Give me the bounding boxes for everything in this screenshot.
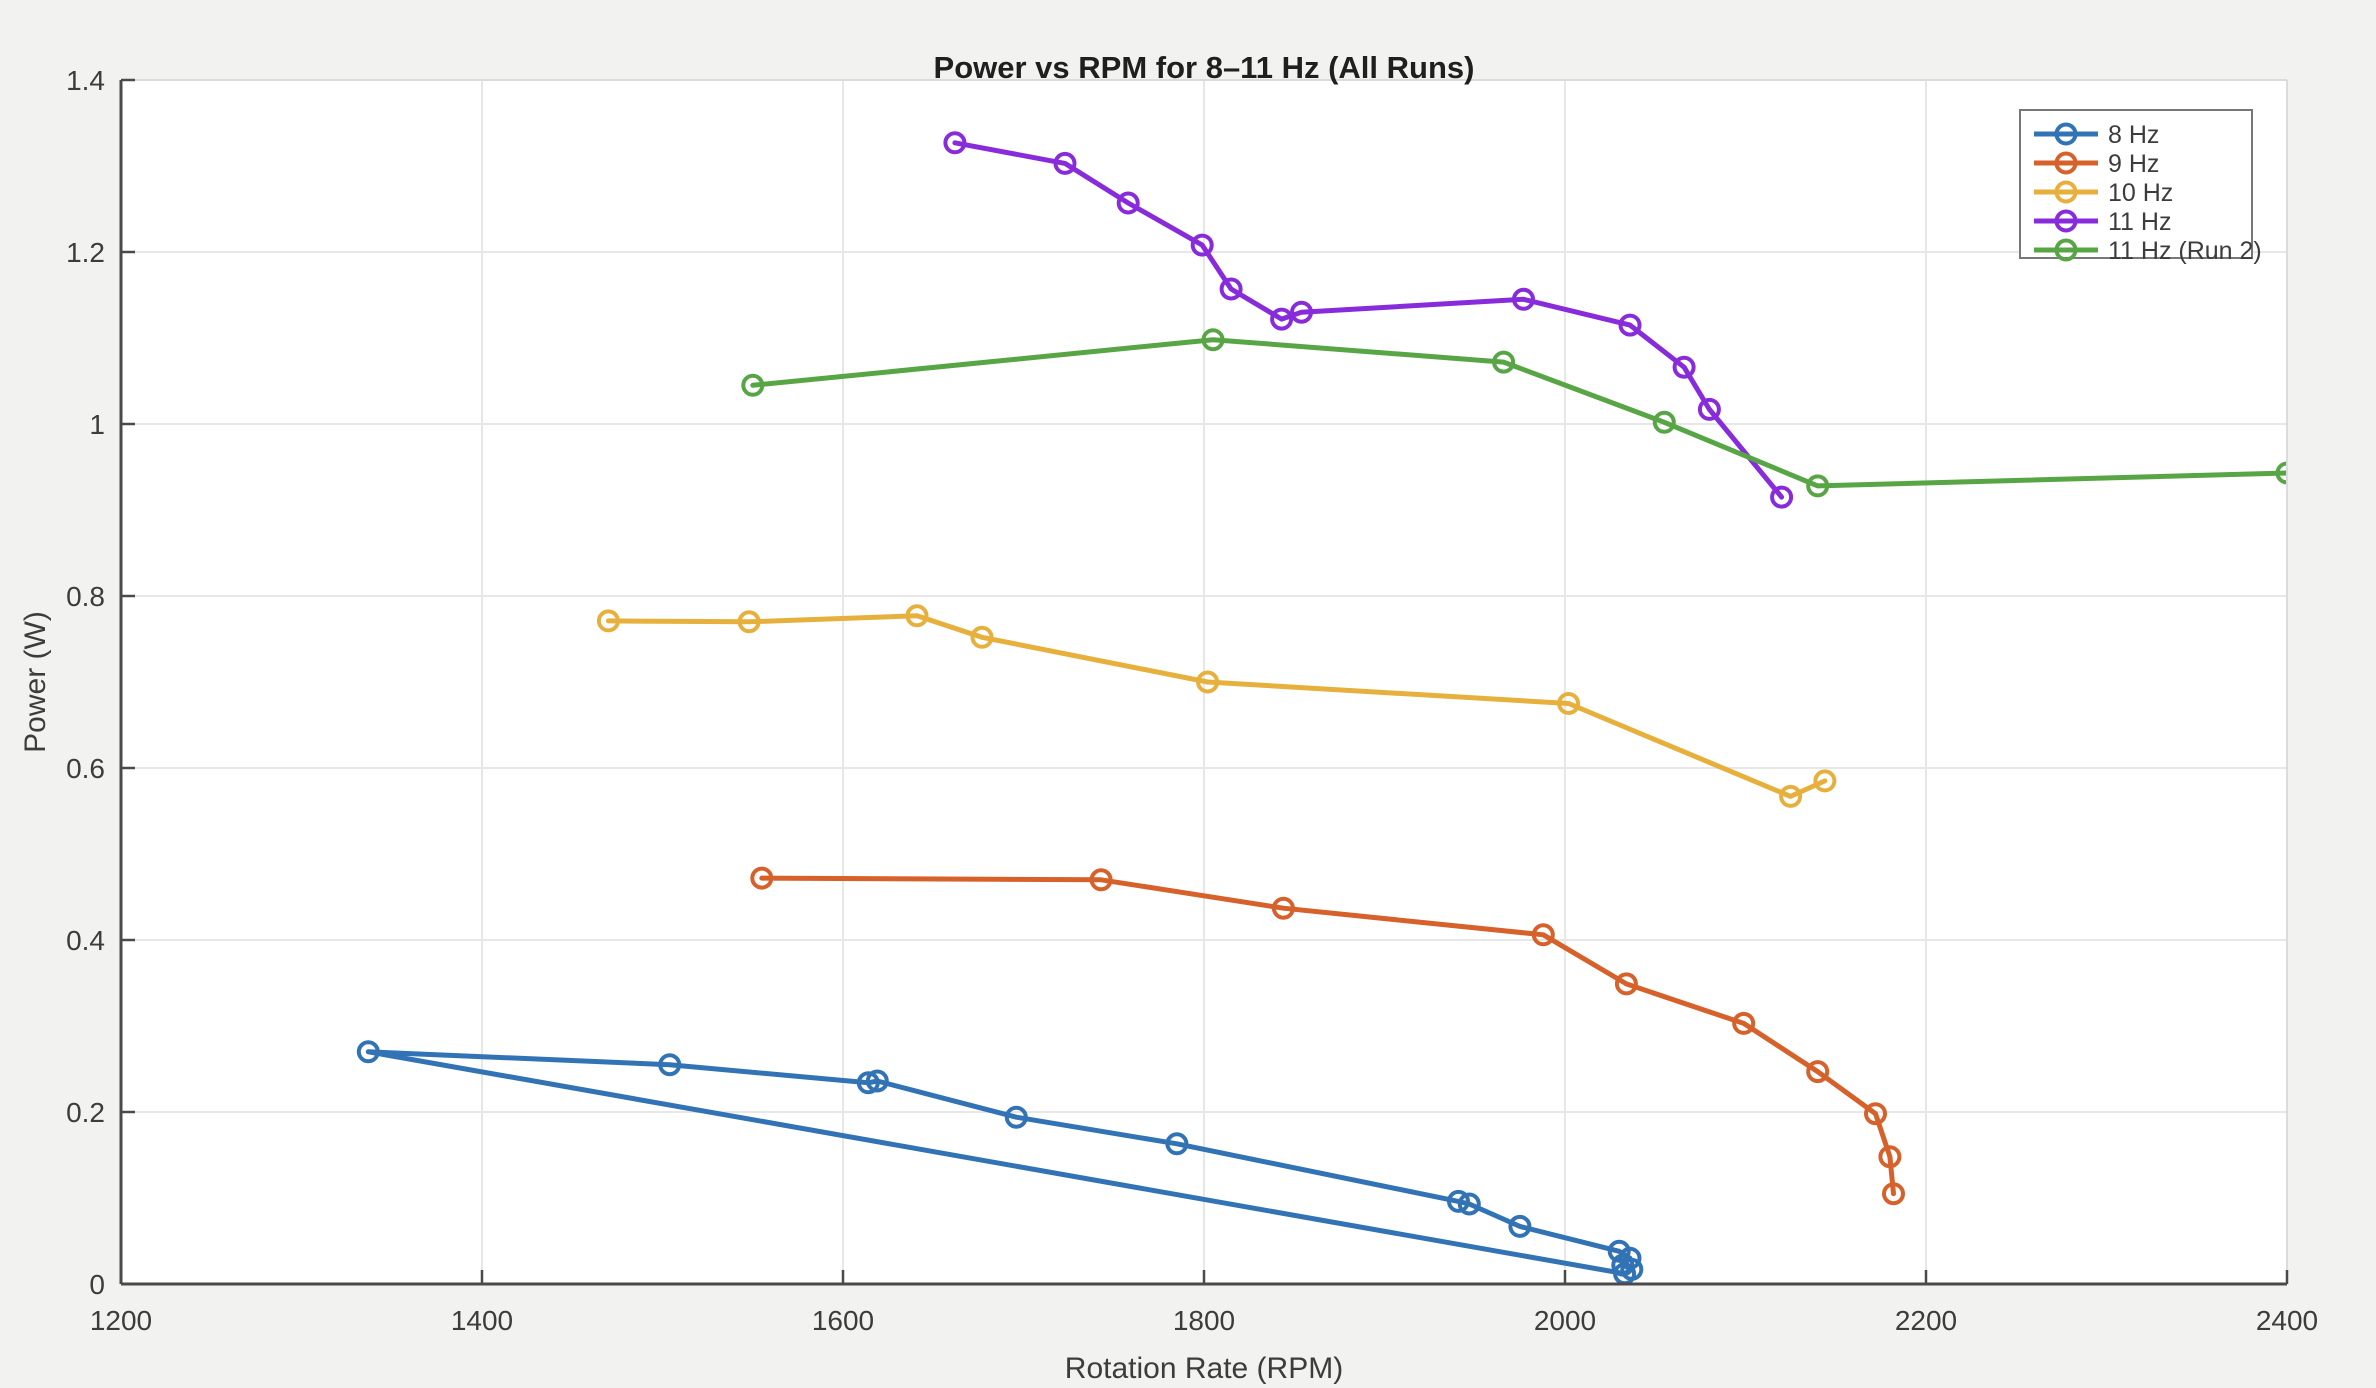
legend-entry-9-hz: 9 Hz bbox=[2034, 150, 2159, 178]
data-point-marker bbox=[1165, 1132, 1189, 1156]
data-point-marker bbox=[1512, 287, 1535, 311]
legend-marker-sample bbox=[2054, 238, 2078, 262]
legend-label: 11 Hz (Run 2) bbox=[2108, 237, 2262, 265]
data-series-layer bbox=[356, 131, 2288, 1285]
legend-marker-sample bbox=[2054, 122, 2078, 146]
data-point-marker bbox=[1270, 307, 1294, 331]
y-tick-label: 1.4 bbox=[66, 65, 105, 96]
legend-marker-sample bbox=[2054, 151, 2078, 175]
y-tick-label: 0 bbox=[89, 1269, 105, 1300]
data-point-marker bbox=[1447, 1189, 1470, 1213]
data-point-marker bbox=[1053, 151, 1077, 175]
series-8-hz bbox=[356, 1040, 1644, 1285]
data-point-marker bbox=[1779, 784, 1803, 808]
data-point-marker bbox=[1116, 191, 1140, 215]
legend-entry-11-hz: 11 Hz bbox=[2034, 208, 2171, 236]
data-point-marker bbox=[1290, 300, 1313, 324]
data-point-marker bbox=[1806, 1060, 1830, 1084]
data-point-marker bbox=[596, 609, 620, 633]
series-11-hz-run-2- bbox=[741, 328, 2288, 498]
data-point-marker bbox=[1813, 769, 1837, 793]
x-tick-label: 2200 bbox=[1895, 1305, 1957, 1336]
data-point-marker bbox=[658, 1053, 682, 1077]
legend-entry-8-hz: 8 Hz bbox=[2034, 121, 2159, 149]
legend-marker-sample bbox=[2054, 180, 2078, 204]
data-point-marker bbox=[1201, 328, 1225, 352]
legend-marker-sample bbox=[2054, 209, 2078, 233]
series-9-hz bbox=[750, 866, 1905, 1206]
legend-label: 10 Hz bbox=[2108, 179, 2173, 207]
data-point-marker bbox=[1806, 474, 1830, 498]
data-point-marker bbox=[970, 625, 994, 649]
axes-layer: 1200 1400 1600 1800 2000 2200 2400 0 0.2 0.4 0.6 0.… bbox=[66, 65, 2318, 1336]
series-11-hz bbox=[943, 131, 1794, 509]
y-tick-label: 1 bbox=[89, 409, 105, 440]
data-point-marker bbox=[1652, 410, 1676, 434]
x-tick-label: 2400 bbox=[2256, 1305, 2318, 1336]
data-point-marker bbox=[1672, 355, 1696, 379]
data-point-marker bbox=[737, 610, 761, 634]
data-point-marker bbox=[1697, 397, 1721, 421]
x-tick-label: 1200 bbox=[90, 1305, 152, 1336]
legend-label: 8 Hz bbox=[2108, 121, 2159, 149]
data-point-marker bbox=[856, 1071, 880, 1095]
legend-entry-11-hz-run-2-: 11 Hz (Run 2) bbox=[2034, 237, 2262, 265]
data-point-marker bbox=[1882, 1182, 1905, 1206]
chart-title: Power vs RPM for 8–11 Hz (All Runs) bbox=[934, 50, 1475, 85]
data-point-marker bbox=[1878, 1145, 1902, 1169]
data-point-marker bbox=[1618, 313, 1642, 337]
data-point-marker bbox=[1271, 896, 1295, 920]
x-tick-label: 1400 bbox=[451, 1305, 513, 1336]
data-point-marker bbox=[1190, 233, 1214, 257]
series-line bbox=[605, 613, 1828, 799]
x-tick-label: 1600 bbox=[812, 1305, 874, 1336]
data-point-marker bbox=[741, 373, 765, 397]
data-point-marker bbox=[1557, 692, 1581, 715]
data-point-marker bbox=[750, 866, 774, 890]
data-point-marker bbox=[905, 604, 929, 628]
y-axis-label: Power (W) bbox=[19, 611, 52, 753]
data-point-marker bbox=[1492, 350, 1516, 374]
series-line bbox=[750, 337, 2288, 489]
data-point-marker bbox=[1531, 923, 1555, 947]
data-point-marker bbox=[1004, 1105, 1028, 1129]
data-point-marker bbox=[1508, 1214, 1532, 1238]
x-tick-label: 2000 bbox=[1534, 1305, 1596, 1336]
data-point-marker bbox=[943, 131, 967, 155]
y-tick-label: 0.4 bbox=[66, 925, 105, 956]
series-line bbox=[759, 875, 1896, 1197]
series-10-hz bbox=[596, 604, 1837, 808]
data-point-marker bbox=[1614, 972, 1638, 996]
data-point-marker bbox=[1770, 485, 1794, 509]
legend-entry-10-hz: 10 Hz bbox=[2034, 179, 2173, 207]
data-point-marker bbox=[356, 1040, 380, 1064]
y-tick-label: 1.2 bbox=[66, 237, 105, 268]
data-point-marker bbox=[1457, 1192, 1481, 1216]
x-axis-label: Rotation Rate (RPM) bbox=[1065, 1352, 1343, 1385]
data-point-marker bbox=[1732, 1011, 1756, 1035]
legend-label: 9 Hz bbox=[2108, 150, 2159, 178]
y-tick-label: 0.8 bbox=[66, 581, 105, 612]
data-point-marker bbox=[1089, 868, 1113, 892]
x-tick-label: 1800 bbox=[1173, 1305, 1235, 1336]
y-tick-label: 0.6 bbox=[66, 753, 105, 784]
legend-label: 11 Hz bbox=[2108, 208, 2171, 236]
data-point-marker bbox=[1864, 1102, 1887, 1126]
y-tick-label: 0.2 bbox=[66, 1097, 105, 1128]
data-point-marker bbox=[1196, 670, 1220, 694]
data-point-marker bbox=[865, 1069, 889, 1093]
data-point-marker bbox=[1219, 277, 1243, 301]
